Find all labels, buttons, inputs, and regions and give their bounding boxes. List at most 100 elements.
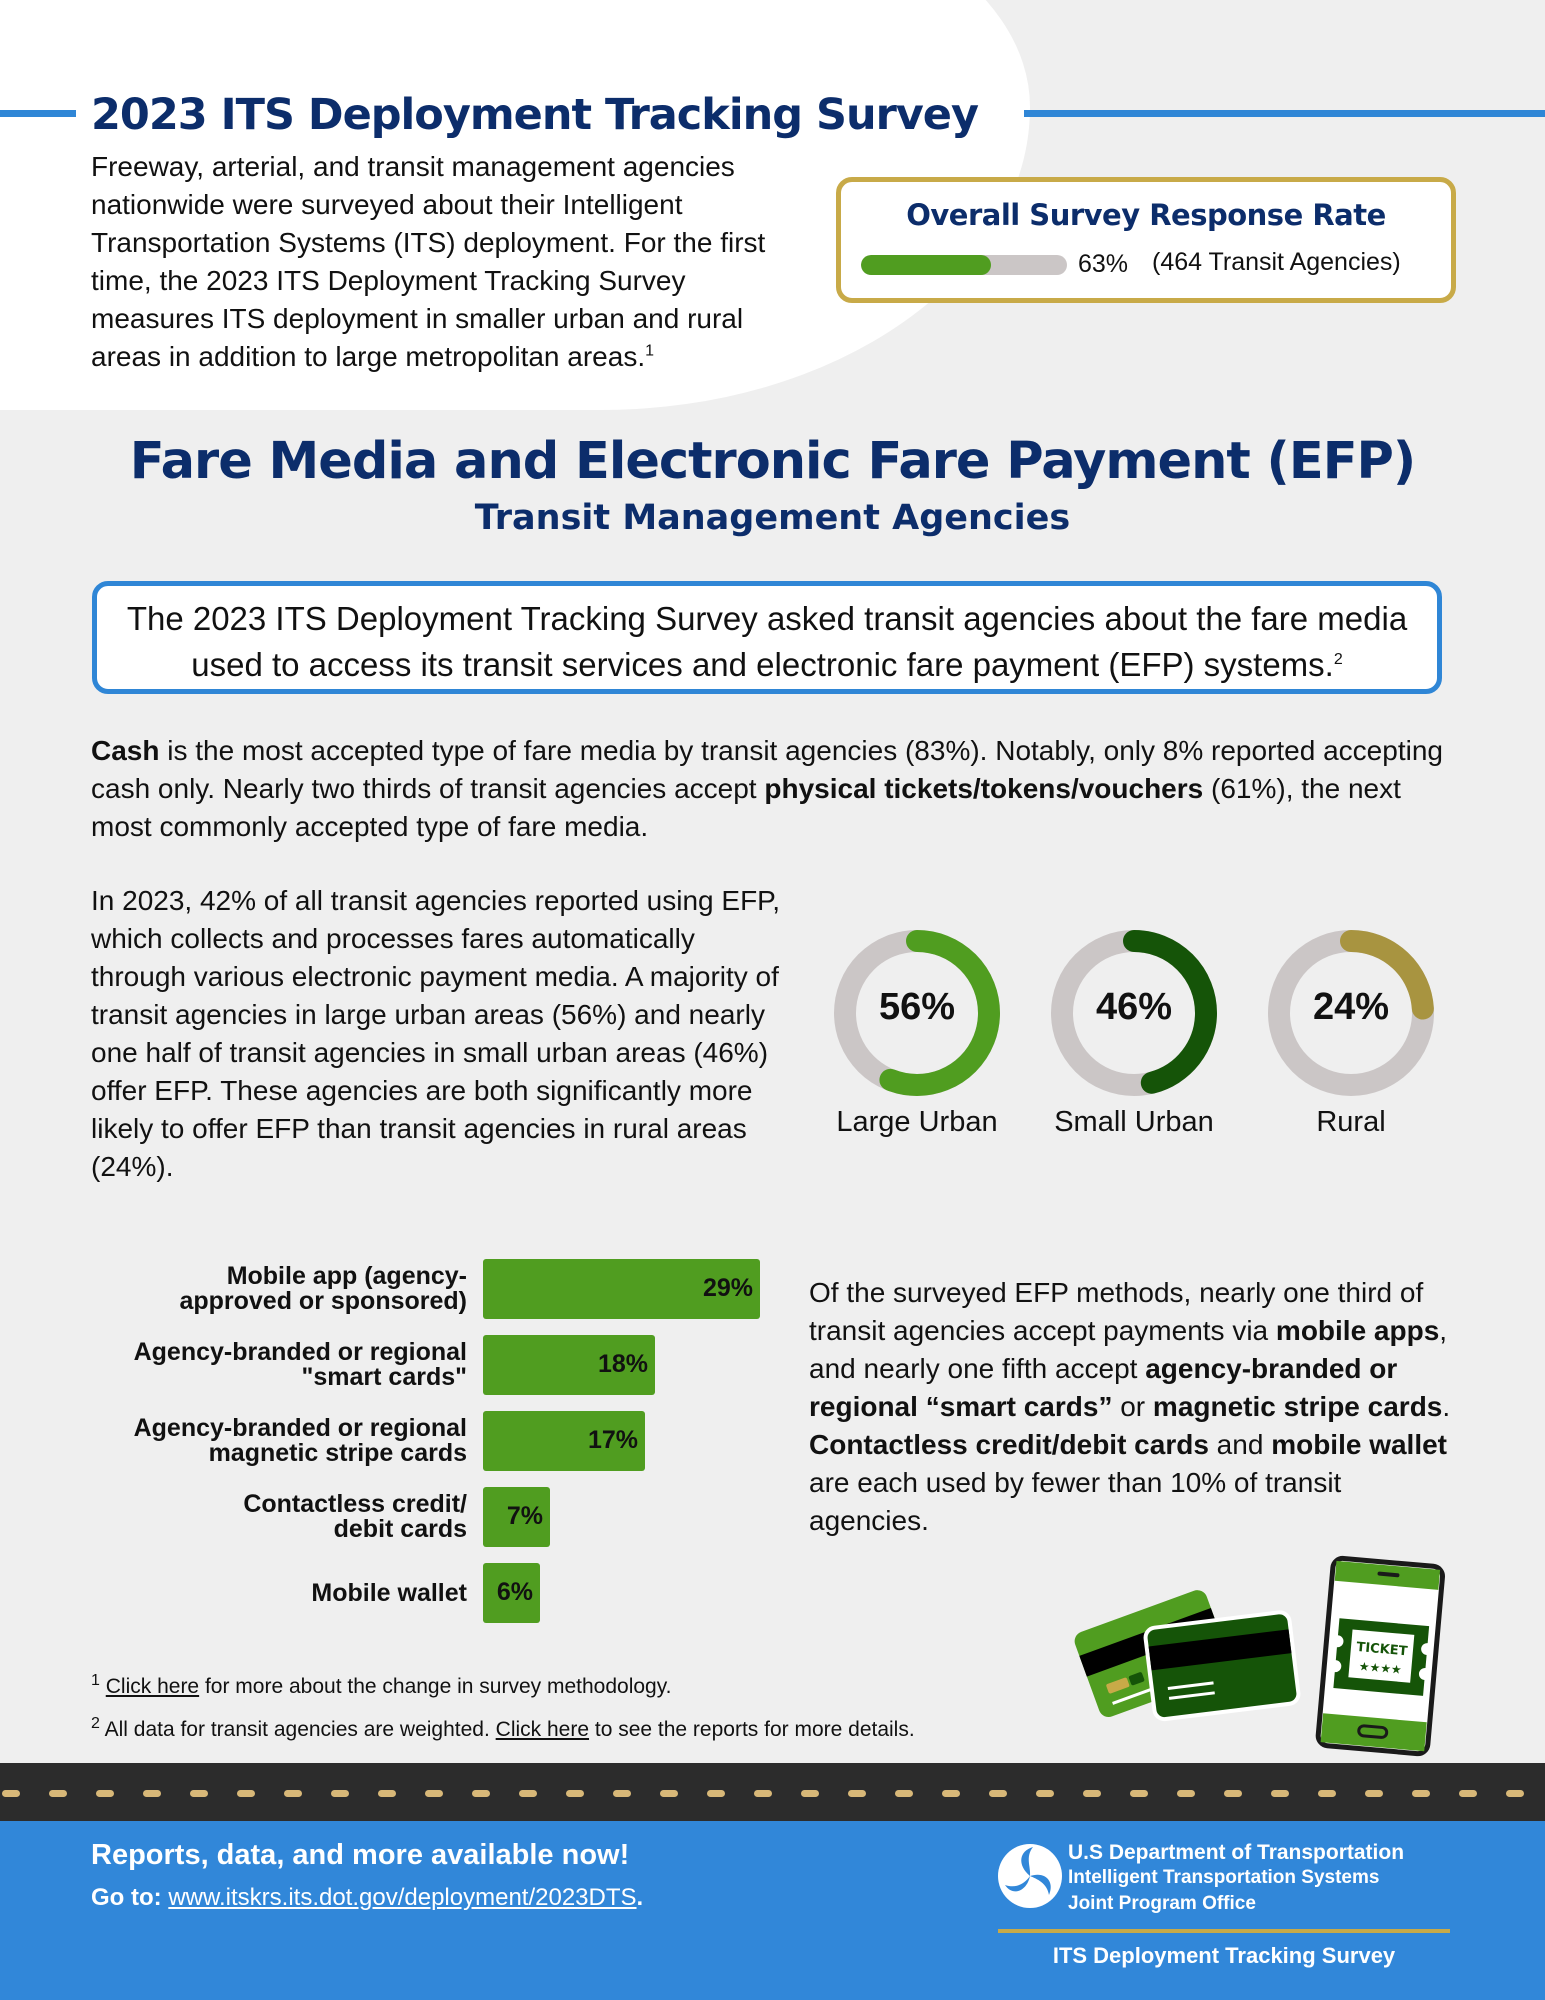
footer-go-to: Go to: www.itskrs.its.dot.gov/deployment… [91, 1884, 644, 1911]
road-dash [942, 1790, 960, 1797]
response-rate-percent: 63% [1078, 250, 1129, 278]
donut-value: 46% [1095, 986, 1173, 1028]
bar-row: Contactless credit/debit cards 7% [60, 1487, 780, 1547]
header-rule-right [1024, 110, 1545, 117]
header-rule-left [0, 110, 76, 117]
road-dash [1224, 1790, 1242, 1797]
bar-value: 18% [597, 1350, 648, 1378]
road-divider [0, 1763, 1545, 1821]
bar-label: Mobile wallet [311, 1578, 467, 1607]
road-dash [237, 1790, 255, 1797]
response-rate-progress-fill [861, 255, 991, 275]
bar-label: Contactless credit/debit cards [243, 1490, 467, 1543]
road-dash [566, 1790, 584, 1797]
donut-chart-small-urban: 46% [1049, 928, 1219, 1098]
response-rate-count: (464 Transit Agencies) [1152, 248, 1401, 276]
road-dash [143, 1790, 161, 1797]
road-dash [613, 1790, 631, 1797]
road-dash [1036, 1790, 1054, 1797]
road-dash [425, 1790, 443, 1797]
intro-text: Freeway, arterial, and transit managemen… [91, 151, 766, 372]
svg-text:★★★★: ★★★★ [1358, 1659, 1402, 1677]
road-dash [96, 1790, 114, 1797]
road-dash [1506, 1790, 1524, 1797]
road-dash [49, 1790, 67, 1797]
usdot-logo-icon [998, 1844, 1062, 1908]
donut-label: Small Urban [1054, 1106, 1214, 1138]
donut-label: Rural [1316, 1106, 1386, 1138]
response-rate-title: Overall Survey Response Rate [906, 198, 1386, 232]
dot-name: U.S Department of Transportation [1068, 1841, 1405, 1864]
bar-row: Agency-branded or regional magnetic strip… [60, 1411, 780, 1471]
section-subtitle: Transit Management Agencies [474, 498, 1071, 538]
footer: Reports, data, and more available now! G… [0, 1821, 1545, 2000]
footnote-ref-2: 2 [1333, 651, 1343, 668]
deployment-url-link[interactable]: www.itskrs.its.dot.gov/deployment/2023DT… [168, 1884, 637, 1911]
footer-headline: Reports, data, and more available now! [91, 1839, 630, 1871]
its-name: Intelligent Transportation Systems [1068, 1867, 1380, 1888]
reports-link[interactable]: Click here [495, 1718, 590, 1741]
bar: 17% [483, 1411, 645, 1471]
road-dash [284, 1790, 302, 1797]
donut-label: Large Urban [836, 1106, 998, 1138]
bar-row: Agency-branded or regional "smart cards" 1… [60, 1335, 780, 1395]
methodology-link[interactable]: Click here [105, 1675, 200, 1698]
road-dash [1177, 1790, 1195, 1797]
road-dash [989, 1790, 1007, 1797]
road-dash [190, 1790, 208, 1797]
road-dash [1365, 1790, 1383, 1797]
road-dash [707, 1790, 725, 1797]
bar-value: 29% [702, 1274, 753, 1302]
bar-row: Mobile wallet 6% [60, 1563, 780, 1623]
road-dash [1318, 1790, 1336, 1797]
road-dash [1459, 1790, 1477, 1797]
donut-ring [1051, 930, 1217, 1096]
road-dash [848, 1790, 866, 1797]
road-dash [519, 1790, 537, 1797]
bar-value: 6% [496, 1578, 533, 1606]
road-dash [660, 1790, 678, 1797]
bar-value: 7% [506, 1502, 543, 1530]
bar-label: Mobile app (agency-approved or sponsored… [179, 1262, 467, 1315]
bar-label: Agency-branded or regional magnetic strip… [133, 1414, 467, 1467]
road-dash [472, 1790, 490, 1797]
road-dash [801, 1790, 819, 1797]
road-dash [1271, 1790, 1289, 1797]
page-title: 2023 ITS Deployment Tracking Survey [91, 90, 979, 140]
bar-value: 17% [587, 1426, 638, 1454]
callout-box: The 2023 ITS Deployment Tracking Survey … [92, 581, 1442, 694]
road-dash [1083, 1790, 1101, 1797]
road-dash [754, 1790, 772, 1797]
footnote-ref-1: 1 [645, 342, 655, 360]
road-dash [378, 1790, 396, 1797]
bar: 6% [483, 1563, 540, 1623]
jpo-name: Joint Program Office [1068, 1893, 1256, 1914]
bar-row: Mobile app (agency-approved or sponsored… [60, 1259, 780, 1319]
road-dash [1412, 1790, 1430, 1797]
donut-value: 56% [878, 986, 956, 1028]
cash-paragraph: Cash is the most accepted type of fare m… [91, 735, 1443, 842]
credit-cards-and-phone-ticket-icon: TICKET ★★★★ [1074, 1555, 1445, 1757]
bar: 18% [483, 1335, 655, 1395]
road-dash [1130, 1790, 1148, 1797]
efp-paragraph: In 2023, 42% of all transit agencies rep… [91, 885, 781, 1182]
donut-value: 24% [1312, 986, 1390, 1028]
survey-name: ITS Deployment Tracking Survey [1052, 1943, 1396, 1968]
payment-illustration: TICKET ★★★★ [1060, 1550, 1460, 1775]
footnote-1: 1 Click here for more about the change i… [91, 1672, 672, 1699]
methods-paragraph: Of the surveyed EFP methods, nearly one … [809, 1277, 1451, 1536]
road-dash [331, 1790, 349, 1797]
response-rate-card: Overall Survey Response Rate 63% (464 Tr… [836, 177, 1456, 303]
bar-label: Agency-branded or regional "smart cards" [133, 1338, 467, 1391]
donut-chart-rural: 24% [1266, 928, 1436, 1098]
road-dash [2, 1790, 20, 1797]
donut-chart-large-urban: 56% [832, 928, 1002, 1098]
bar: 7% [483, 1487, 550, 1547]
road-dash [895, 1790, 913, 1797]
svg-text:TICKET: TICKET [1356, 1640, 1408, 1659]
donut-ring [834, 930, 1000, 1096]
donut-ring [1268, 930, 1434, 1096]
bar: 29% [483, 1259, 760, 1319]
footnote-2: 2 All data for transit agencies are weig… [91, 1715, 915, 1742]
response-rate-progress [861, 255, 1067, 275]
